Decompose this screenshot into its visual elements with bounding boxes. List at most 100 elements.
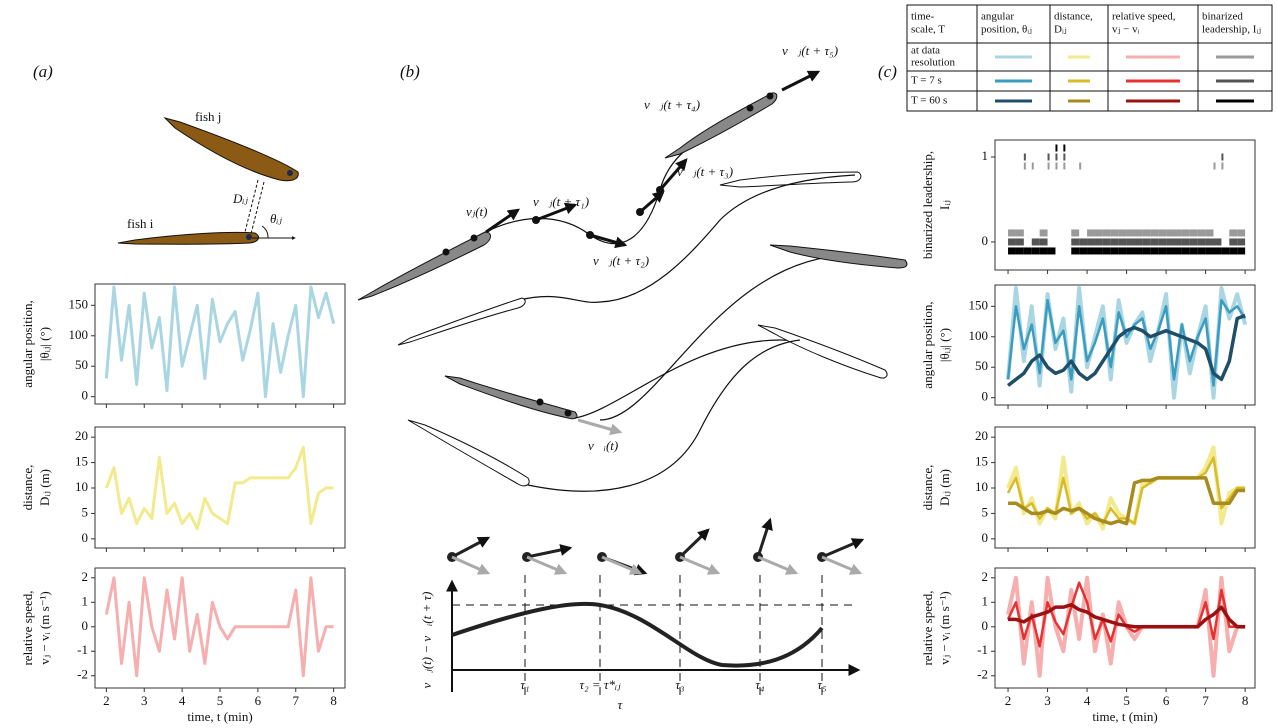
leadership-mark — [1110, 229, 1119, 237]
y-tick-label: 50 — [975, 358, 988, 373]
vector-label: v⃗ⱼ(t + τ₅) — [782, 43, 838, 58]
leadership-mark — [1031, 238, 1040, 246]
leadership-mark — [1023, 153, 1026, 161]
x-tick-label: 6 — [1163, 693, 1170, 708]
leadership-mark — [1094, 238, 1103, 246]
x-axis-label: time, t (min) — [187, 709, 252, 724]
leadership-mark — [1126, 247, 1135, 255]
y-tick-label: 50 — [75, 357, 88, 372]
leadership-mark — [1118, 238, 1127, 246]
y-tick-label: 100 — [969, 328, 989, 343]
plot-frame — [994, 284, 1256, 406]
y-axis-label: angular position, — [20, 300, 35, 387]
table-header: distance, — [1054, 11, 1093, 23]
y-tick-label: 100 — [69, 327, 89, 342]
leadership-mark — [1094, 229, 1103, 237]
leadership-mark — [1181, 229, 1190, 237]
leadership-mark — [1071, 229, 1080, 237]
leadership-mark — [1071, 247, 1080, 255]
leadership-mark — [1197, 238, 1206, 246]
y-tick-label: 0 — [82, 618, 89, 633]
leadership-mark — [1158, 229, 1167, 237]
y-tick-label: 0 — [82, 530, 89, 545]
distance-label: Dᵢⱼ — [232, 191, 248, 206]
leadership-mark — [1031, 247, 1040, 255]
table-header: relative speed, — [1112, 11, 1176, 23]
x-tick-label: 5 — [1123, 693, 1130, 708]
leadership-mark — [1237, 247, 1246, 255]
leadership-mark — [1205, 247, 1214, 255]
leadership-mark — [1221, 153, 1224, 161]
leadership-mark — [1221, 162, 1224, 170]
leadership-mark — [1015, 247, 1024, 255]
x-tick-label: 4 — [179, 693, 186, 708]
y-tick-label: 2 — [82, 569, 89, 584]
y-tick-label: 1 — [982, 593, 989, 608]
y-axis-label: |θᵢⱼ| (°) — [937, 328, 952, 362]
leadership-mark — [1134, 238, 1143, 246]
lag-label: τ₅ — [817, 677, 826, 692]
y-axis-label: distance, — [920, 465, 935, 511]
data-line — [1006, 298, 1247, 387]
leadership-mark — [1150, 238, 1159, 246]
y-axis-label: relative speed, — [20, 590, 35, 665]
leadership-mark — [1197, 229, 1206, 237]
lag-label: τ₁ — [520, 677, 529, 692]
angle-label: θᵢⱼ — [270, 211, 282, 226]
leadership-mark — [1166, 247, 1174, 255]
table-row-label: T = 7 s — [911, 75, 942, 87]
plot-frame — [994, 139, 1256, 271]
y-tick-label: 0 — [982, 389, 989, 404]
y-axis-label: vⱼ − vᵢ (m s⁻¹) — [937, 591, 952, 664]
leadership-mark — [1189, 229, 1198, 237]
panel-label: (a) — [33, 62, 53, 81]
table-row-label: at data — [911, 45, 940, 57]
leadership-mark — [1102, 238, 1111, 246]
leadership-mark — [1118, 229, 1127, 237]
plot-frame — [994, 426, 1256, 549]
y-axis-label: Dᵢⱼ (m) — [37, 469, 52, 506]
leadership-mark — [1015, 229, 1024, 237]
leadership-mark — [1150, 247, 1159, 255]
y-tick-label: 0 — [982, 618, 989, 633]
y-axis-label: Dᵢⱼ (m) — [937, 469, 952, 506]
leadership-mark — [1173, 238, 1182, 246]
leadership-mark — [1055, 144, 1058, 152]
table-row-label: resolution — [911, 57, 955, 69]
leadership-mark — [1039, 238, 1048, 246]
leadership-mark — [1158, 238, 1167, 246]
leadership-mark — [1213, 238, 1222, 246]
leadership-mark — [1055, 162, 1058, 170]
data-line — [104, 445, 334, 531]
leadership-mark — [1015, 238, 1024, 246]
leadership-mark — [1205, 229, 1214, 237]
sketch-y-label: v⃗ⱼ(t) − v⃗ᵢ(t + τ) — [419, 592, 434, 689]
sketch-x-label: τ — [618, 697, 624, 712]
y-tick-label: -1 — [977, 642, 988, 657]
x-tick-label: 4 — [1084, 693, 1091, 708]
data-line — [104, 285, 336, 399]
leadership-mark — [1142, 229, 1151, 237]
leadership-mark — [1047, 153, 1050, 161]
y-tick-label: 15 — [975, 454, 988, 469]
leadership-mark — [1213, 247, 1222, 255]
leadership-mark — [1055, 153, 1058, 161]
leadership-mark — [1134, 247, 1143, 255]
y-axis-label: relative speed, — [920, 590, 935, 665]
leadership-mark — [1023, 162, 1026, 170]
data-line — [1006, 286, 1248, 400]
x-tick-label: 2 — [103, 693, 110, 708]
leadership-mark — [1110, 238, 1119, 246]
fish-label: fish j — [195, 109, 221, 124]
data-line — [1008, 602, 1246, 629]
leadership-mark — [1118, 247, 1127, 255]
table-header: leadership, Iᵢⱼ — [1202, 24, 1261, 36]
leadership-mark — [1039, 229, 1048, 237]
leadership-mark — [1142, 238, 1151, 246]
leadership-mark — [1142, 247, 1151, 255]
x-tick-label: 5 — [217, 693, 224, 708]
data-line — [1006, 313, 1246, 387]
leadership-mark — [1079, 247, 1088, 255]
table-header: position, θᵢⱼ — [981, 24, 1032, 36]
